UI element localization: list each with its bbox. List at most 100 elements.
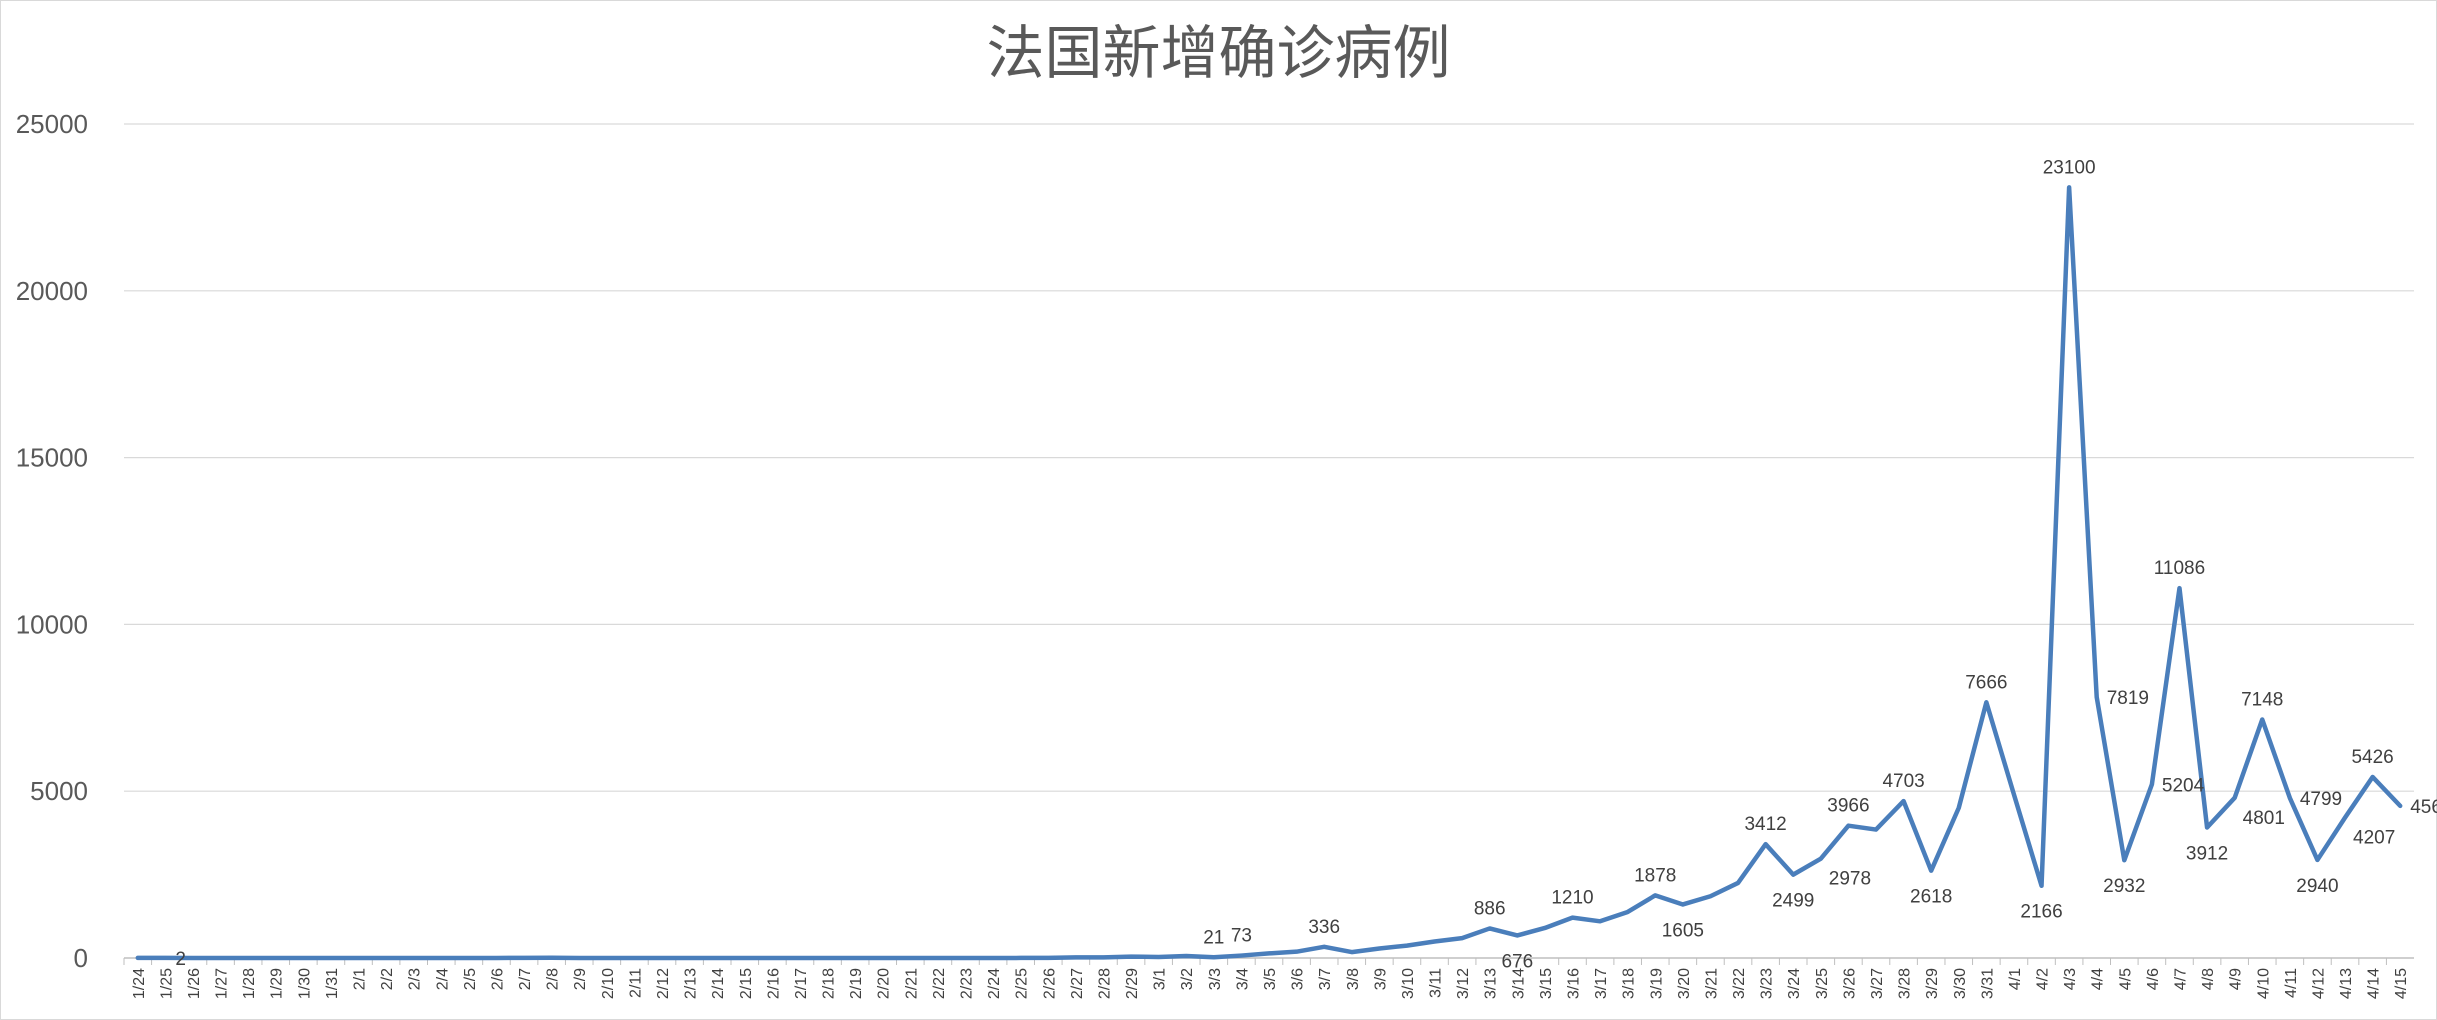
data-label: 4560 [2410,797,2437,818]
x-tick-label: 1/27 [214,968,231,999]
data-label: 676 [1501,951,1533,972]
data-label: 1210 [1551,888,1593,909]
data-label: 4799 [2300,789,2342,810]
series-line [135,185,2403,961]
x-tick-label: 2/3 [407,968,424,990]
x-tick-label: 3/13 [1483,968,1500,999]
data-label: 7148 [2241,690,2283,711]
x-tick-label: 3/22 [1731,968,1748,999]
y-axis-ticks: 0 5000 10000 15000 20000 25000 [16,109,88,973]
x-tick-label: 4/12 [2310,968,2327,999]
data-label: 1605 [1662,920,1704,941]
x-tick-label: 2/9 [572,968,589,990]
data-label: 2166 [2020,902,2062,923]
x-tick-label: 4/13 [2338,968,2355,999]
data-label: 23100 [2043,157,2096,178]
x-tick-label: 2/24 [986,968,1003,999]
x-tick-label: 2/11 [627,968,644,998]
x-tick-label: 3/21 [1703,968,1720,999]
x-tick-label: 1/24 [131,968,148,999]
series-polyline [135,185,2403,961]
data-labels: 2 21 73 336 886 676 1210 1878 1605 3412 2499 2978 39… [175,157,2437,972]
data-label: 1878 [1634,865,1676,886]
x-tick-label: 2/6 [489,968,506,990]
data-label: 2618 [1910,887,1952,908]
data-label: 4207 [2353,828,2395,849]
x-tick-label: 1/25 [158,968,175,999]
x-tick-label: 3/19 [1648,968,1665,999]
x-tick-label: 4/6 [2145,968,2162,990]
data-label: 4703 [1882,771,1924,792]
x-axis-ticks: 1/24 1/25 1/26 1/27 1/28 1/29 1/30 1/31 2/1 2/2 2/… [123,958,2410,999]
x-tick-label: 1/28 [241,968,258,999]
x-tick-label: 3/18 [1621,968,1638,999]
data-label: 3966 [1827,796,1869,817]
x-tick-label: 2/14 [710,968,727,999]
x-tick-label: 3/10 [1400,968,1417,999]
x-tick-label: 3/4 [1234,968,1251,990]
x-tick-label: 1/31 [324,968,341,999]
x-tick-label: 1/29 [269,968,286,999]
x-tick-label: 2/20 [876,968,893,999]
data-label: 7666 [1965,672,2007,693]
data-label: 2 [175,949,186,970]
x-tick-label: 3/24 [1786,968,1803,999]
x-tick-label: 3/7 [1317,968,1334,990]
data-label: 2978 [1829,869,1871,890]
x-tick-label: 2/26 [1041,968,1058,999]
x-tick-label: 4/2 [2035,968,2052,990]
y-tick-label: 0 [74,943,88,973]
data-label: 2940 [2296,876,2338,897]
y-tick-label: 10000 [16,609,88,639]
x-tick-label: 4/4 [2090,968,2107,990]
x-tick-label: 4/15 [2393,968,2410,999]
x-tick-label: 3/20 [1676,968,1693,999]
x-tick-label: 3/1 [1152,968,1169,990]
x-tick-label: 4/7 [2172,968,2189,990]
x-tick-label: 3/2 [1179,968,1196,990]
x-tick-label: 1/30 [296,968,313,999]
gridlines [124,123,2414,959]
data-label: 73 [1231,926,1252,947]
data-label: 21 [1203,927,1224,948]
x-tick-label: 3/14 [1510,968,1527,999]
data-label: 7819 [2107,688,2149,709]
x-tick-label: 3/26 [1841,968,1858,999]
x-tick-label: 2/17 [793,968,810,999]
x-tick-label: 4/1 [2007,968,2024,990]
data-label: 886 [1474,898,1506,919]
x-tick-label: 2/25 [1014,968,1031,999]
x-tick-label: 2/23 [959,968,976,999]
data-label: 3412 [1744,814,1786,835]
x-tick-label: 3/9 [1372,968,1389,990]
x-tick-label: 4/10 [2255,968,2272,999]
data-label: 11086 [2154,558,2205,579]
data-label: 5426 [2351,747,2393,768]
x-tick-label: 2/21 [903,968,920,999]
x-tick-label: 3/6 [1290,968,1307,990]
x-tick-label: 2/16 [765,968,782,999]
x-tick-label: 4/8 [2200,968,2217,990]
x-tick-label: 2/7 [517,968,534,990]
x-tick-label: 3/11 [1428,968,1445,998]
x-tick-label: 2/8 [545,968,562,990]
x-tick-label: 3/16 [1565,968,1582,999]
y-tick-label: 15000 [16,443,88,473]
y-tick-label: 5000 [30,776,88,806]
data-label: 4801 [2243,808,2285,829]
x-tick-label: 2/13 [683,968,700,999]
x-tick-label: 2/22 [931,968,948,999]
x-tick-label: 2/29 [1124,968,1141,999]
data-label: 2932 [2103,876,2145,897]
data-label: 5204 [2162,775,2205,796]
data-label: 336 [1308,917,1340,938]
x-tick-label: 1/26 [186,968,203,999]
x-tick-label: 4/14 [2366,968,2383,999]
x-tick-label: 3/29 [1924,968,1941,999]
x-tick-label: 2/2 [379,968,396,990]
x-tick-label: 3/28 [1897,968,1914,999]
x-tick-label: 2/27 [1069,968,1086,999]
x-tick-label: 2/1 [352,968,369,990]
x-tick-label: 4/9 [2228,968,2245,990]
